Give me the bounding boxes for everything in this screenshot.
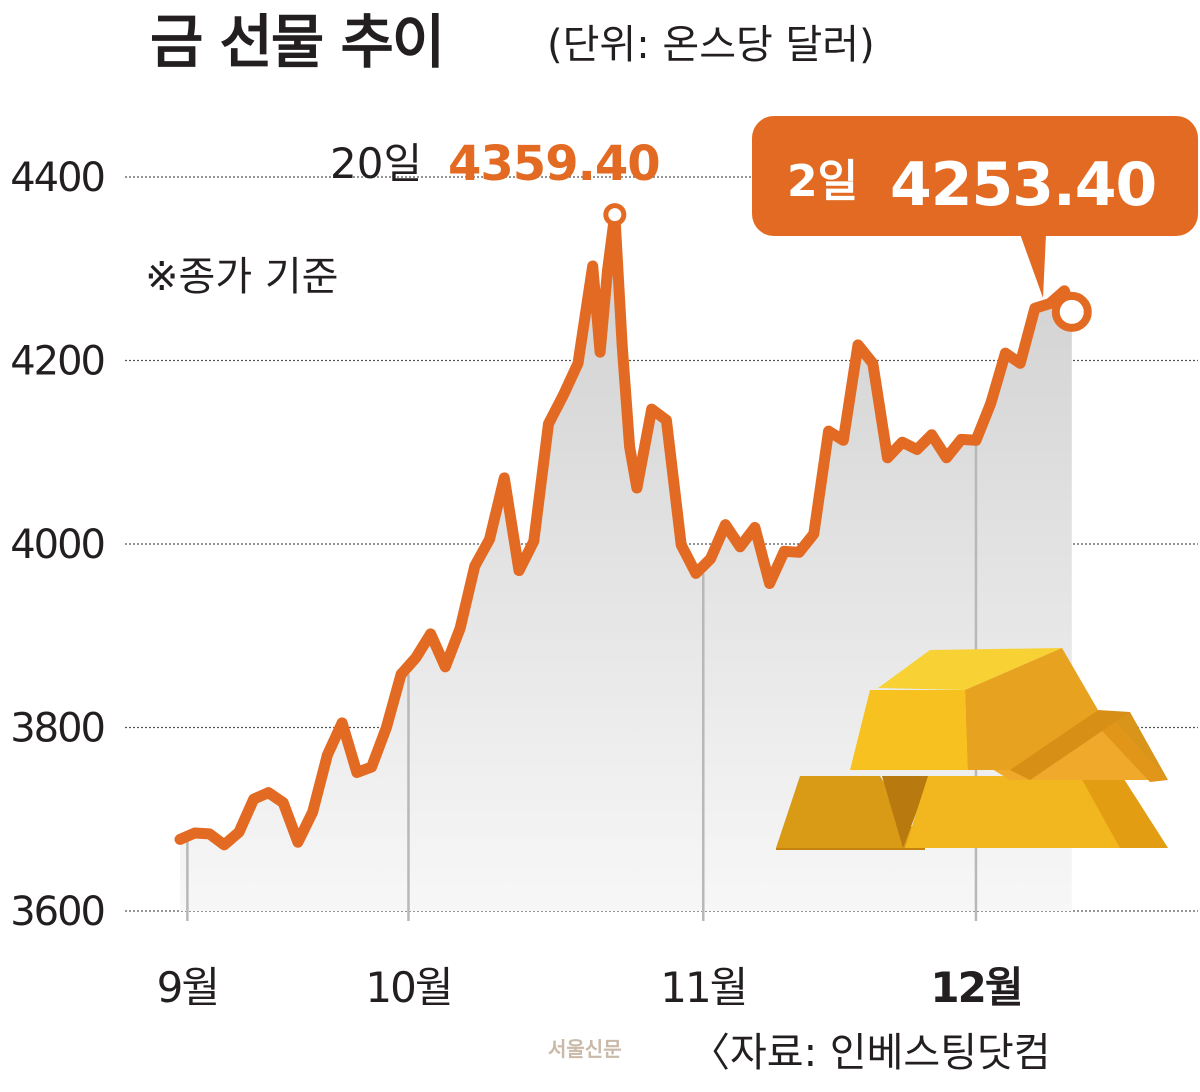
chart-unit: (단위: 온스당 달러)	[547, 22, 875, 68]
xtick-label: 11월	[660, 963, 746, 1012]
xtick-label: 12월	[930, 963, 1021, 1012]
gold-bars-illustration	[776, 648, 1168, 850]
area-path	[180, 214, 1072, 912]
xtick-label: 10월	[365, 963, 451, 1012]
note-text: ※종가 기준	[145, 254, 338, 300]
ytick-label: 4400	[10, 155, 104, 201]
price-polyline	[174, 209, 1078, 851]
peak-label: 20일	[330, 139, 422, 188]
peak-value: 4359.40	[448, 136, 660, 192]
callout-pointer	[1020, 234, 1046, 298]
xtick-label: 9월	[157, 963, 218, 1012]
point-markers	[603, 203, 1092, 332]
ytick-label: 4200	[10, 339, 104, 385]
source-text: 〈자료: 인베스팅닷컴	[690, 1030, 1051, 1076]
chart-title: 금 선물 추이	[150, 8, 443, 76]
area-fill	[180, 214, 1072, 912]
current-value: 4253.40	[890, 150, 1156, 220]
watermark-text: 서울신문	[548, 1037, 622, 1061]
ytick-label: 4000	[10, 522, 104, 568]
current-marker	[1051, 291, 1092, 332]
callout-box	[752, 116, 1198, 236]
price-line	[174, 209, 1078, 851]
current-label: 2일	[787, 156, 858, 207]
ytick-label: 3600	[10, 889, 104, 935]
ytick-label: 3800	[10, 706, 104, 752]
current-callout: 2일 4253.40	[752, 116, 1198, 298]
x-axis-ticks: 9월 10월 11월 12월	[157, 963, 1024, 1012]
peak-marker	[603, 203, 627, 227]
y-axis-ticks: 3600 3800 4000 4200 4400	[10, 155, 106, 935]
